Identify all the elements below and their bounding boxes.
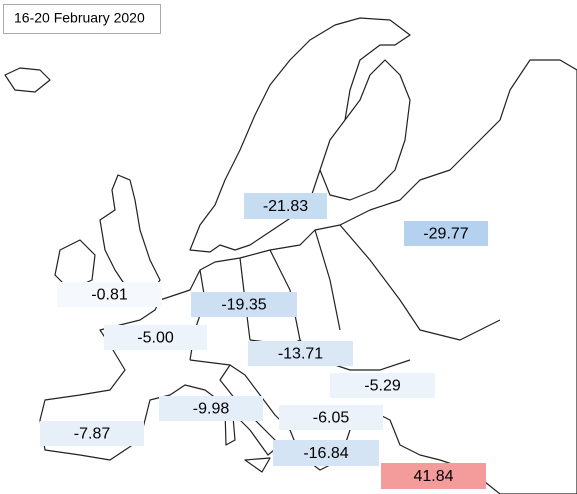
sicily (244, 457, 271, 473)
value-label: -5.29 (364, 378, 401, 395)
value-label: -21.83 (263, 198, 308, 215)
label-box (273, 440, 379, 466)
value-label: -5.00 (137, 330, 174, 347)
label-box (40, 421, 144, 446)
title: 16-20 February 2020 (14, 10, 145, 26)
value-label: 41.84 (413, 468, 453, 485)
label-box (159, 396, 263, 421)
label-box (248, 341, 353, 366)
label-box (404, 221, 488, 246)
label-box (330, 373, 435, 398)
value-label: -6.05 (313, 410, 350, 427)
value-label: -13.71 (278, 346, 323, 363)
value-label: -19.35 (221, 297, 266, 314)
value-label: -0.81 (91, 287, 128, 304)
title-box (3, 4, 161, 34)
label-box (244, 193, 327, 219)
value-label: -29.77 (423, 226, 468, 243)
label-box (57, 282, 162, 307)
finland (319, 59, 411, 201)
value-labels: -21.83-29.77-0.81-19.35-5.00-13.71-5.29-… (40, 193, 488, 489)
ireland (54, 239, 96, 291)
label-box (381, 463, 486, 489)
label-box (191, 292, 297, 317)
label-box (279, 405, 383, 430)
value-label: -7.87 (74, 426, 111, 443)
value-label: -16.84 (303, 445, 348, 462)
iceland (4, 67, 51, 93)
uk (99, 174, 161, 301)
scandinavia (189, 17, 411, 253)
value-label: -9.98 (193, 401, 230, 418)
label-box (104, 325, 207, 350)
